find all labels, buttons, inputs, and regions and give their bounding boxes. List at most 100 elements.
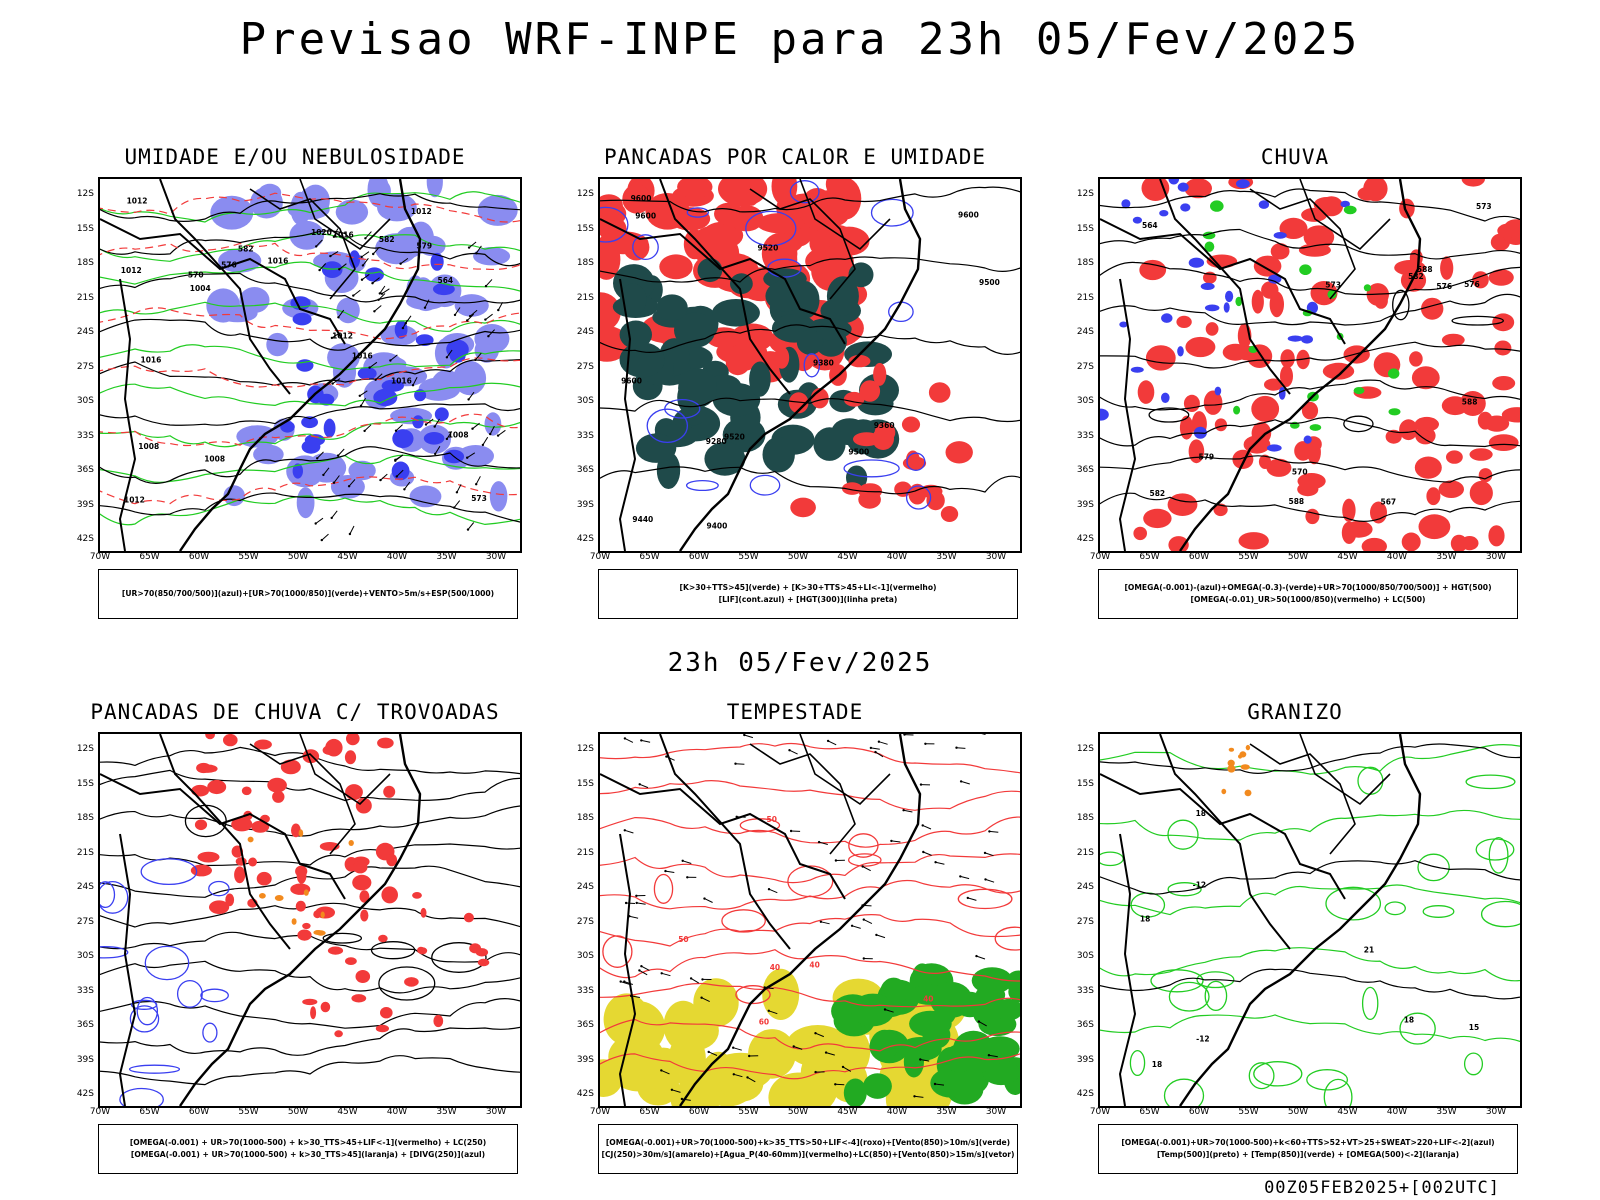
thunderstorm-red-fill bbox=[352, 874, 372, 891]
hgt300-contour bbox=[600, 466, 1020, 495]
map-canvas bbox=[100, 734, 520, 1106]
rain-red-fill bbox=[1461, 179, 1485, 187]
wind850-vector-head bbox=[748, 1054, 751, 1058]
lat-tick-label: 27S bbox=[76, 916, 94, 927]
rain-red-fill bbox=[1342, 498, 1356, 522]
thunderstorm-red-fill bbox=[231, 817, 253, 832]
thunderstorm-red-fill bbox=[381, 886, 399, 904]
state-border bbox=[299, 734, 391, 806]
wind850-vector-head bbox=[700, 996, 703, 999]
map-area: 9600 9600 9600 9600 9500 9500 9520 9520 9440 9360… bbox=[598, 177, 1022, 553]
omega-blue-fill bbox=[1177, 346, 1184, 357]
state-border bbox=[1299, 734, 1391, 806]
lat-tick-label: 18S bbox=[1076, 813, 1094, 823]
humidity-high-fill bbox=[454, 294, 489, 317]
lon-tick-label: 50W bbox=[287, 552, 309, 562]
thunderstorm-red-fill bbox=[475, 948, 489, 957]
lon-tick-label: 55W bbox=[738, 1107, 759, 1117]
wind-vector bbox=[456, 484, 462, 493]
wind850-green-fill bbox=[994, 998, 1020, 1021]
wind850-vector bbox=[984, 852, 994, 857]
humidity-high-fill bbox=[409, 485, 442, 508]
legend-line: [LIF](cont.azul) + [HGT(300)](linha pret… bbox=[718, 595, 898, 604]
wind-vector bbox=[330, 250, 339, 257]
wind850-vector-head bbox=[746, 1076, 749, 1079]
lif-contour bbox=[905, 485, 932, 510]
thunderstorm-orange-fill bbox=[303, 889, 309, 896]
contour-label: -12 bbox=[1196, 1034, 1210, 1043]
wind-vector bbox=[362, 257, 369, 266]
wind-vector-head bbox=[336, 454, 340, 457]
wind850-green-fill bbox=[843, 1078, 867, 1106]
thunderstorm-red-fill bbox=[417, 946, 425, 954]
instability-red-fill bbox=[702, 221, 744, 249]
wind-vector-head bbox=[403, 488, 406, 491]
thunderstorm-red-fill bbox=[207, 779, 227, 795]
wind850-vector-head bbox=[841, 1065, 845, 1069]
humidity-core-fill bbox=[446, 339, 469, 359]
lat-tick-label: 27S bbox=[76, 361, 94, 372]
wind-vector-head bbox=[423, 306, 427, 309]
thunderstorm-red-fill bbox=[272, 790, 285, 803]
omega-blue-fill bbox=[1340, 200, 1350, 208]
contour-label: 9600 bbox=[631, 194, 652, 203]
wind850-vector-head bbox=[826, 739, 830, 743]
instability-red-fill bbox=[859, 380, 881, 402]
contour-label: 9440 bbox=[632, 515, 653, 524]
lon-tick-label: 55W bbox=[238, 552, 259, 562]
jet-yellow-fill bbox=[693, 978, 739, 1027]
lon-tick-label: 30W bbox=[1485, 1107, 1507, 1117]
lon-tick-label: 30W bbox=[985, 1107, 1007, 1117]
lat-tick-label: 15S bbox=[1076, 778, 1094, 789]
wind850-green-fill bbox=[971, 967, 1013, 994]
hgt500-contour bbox=[1100, 416, 1520, 448]
wind850-vector-head bbox=[975, 954, 978, 958]
temp850-contour bbox=[1399, 1012, 1436, 1045]
thunderstorm-red-fill bbox=[223, 734, 238, 747]
map-canvas: 1012100810161016100410081012101210161020… bbox=[100, 179, 520, 551]
rain-red-fill bbox=[1484, 415, 1510, 432]
omega-green-fill bbox=[1363, 284, 1371, 292]
wind850-vector bbox=[891, 840, 901, 843]
contour-label: 1012 bbox=[127, 197, 148, 206]
instability-green-fill bbox=[730, 273, 753, 295]
wind850-vector-head bbox=[635, 901, 638, 905]
lc850-contour bbox=[600, 914, 1020, 947]
thunderstorm-orange-fill bbox=[247, 836, 254, 843]
lat-tick-label: 12S bbox=[76, 744, 94, 754]
wind-vector bbox=[338, 263, 347, 270]
rain-red-fill bbox=[1303, 225, 1335, 249]
instability-green-fill bbox=[762, 436, 795, 473]
thunderstorm-red-fill bbox=[251, 820, 270, 833]
wind850-vector-head bbox=[875, 933, 878, 937]
wind-vector bbox=[361, 251, 370, 258]
lat-tick-label: 30S bbox=[76, 951, 94, 961]
state-border bbox=[799, 734, 891, 806]
thunderstorm-red-fill bbox=[197, 851, 220, 863]
divergence-contour bbox=[100, 946, 129, 959]
map-canvas: -12 -12 18 18 18 15 21 18 bbox=[1100, 734, 1520, 1106]
instability-red-fill bbox=[945, 441, 973, 464]
wind-vector-head bbox=[347, 485, 351, 488]
contour-label: 40 bbox=[809, 960, 819, 969]
lc850-loop bbox=[957, 888, 1013, 910]
wind850-vector bbox=[863, 919, 873, 925]
wind850-vector-head bbox=[734, 762, 737, 765]
lon-tick-label: 45W bbox=[1337, 1107, 1358, 1117]
lon-tick-label: 60W bbox=[1188, 552, 1210, 562]
instability-red-fill bbox=[622, 184, 652, 214]
wind850-green-fill bbox=[978, 1038, 1009, 1065]
contour-label: 18 bbox=[1152, 1060, 1162, 1069]
wind850-vector bbox=[875, 751, 884, 758]
wind-vector bbox=[469, 309, 478, 317]
lat-tick-label: 15S bbox=[76, 778, 94, 789]
temp500-contour bbox=[1100, 968, 1520, 1000]
lc850-contour bbox=[600, 816, 1020, 848]
contour-label: 15 bbox=[1469, 1023, 1479, 1032]
omega-blue-fill bbox=[1121, 199, 1131, 209]
rain-red-fill bbox=[1426, 487, 1441, 506]
rain-red-fill bbox=[1185, 336, 1216, 358]
wind850-vector bbox=[665, 870, 675, 873]
lc850-contour bbox=[600, 949, 1020, 982]
coastline bbox=[679, 179, 922, 551]
